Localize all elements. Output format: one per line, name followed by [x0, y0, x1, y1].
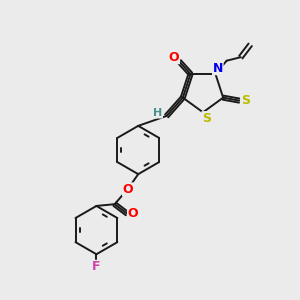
Text: F: F — [92, 260, 101, 273]
Text: O: O — [169, 51, 179, 64]
Text: S: S — [202, 112, 211, 125]
Text: N: N — [213, 61, 223, 75]
Text: H: H — [153, 108, 162, 118]
Text: O: O — [123, 183, 133, 196]
Text: S: S — [241, 94, 250, 107]
Text: O: O — [128, 207, 138, 220]
